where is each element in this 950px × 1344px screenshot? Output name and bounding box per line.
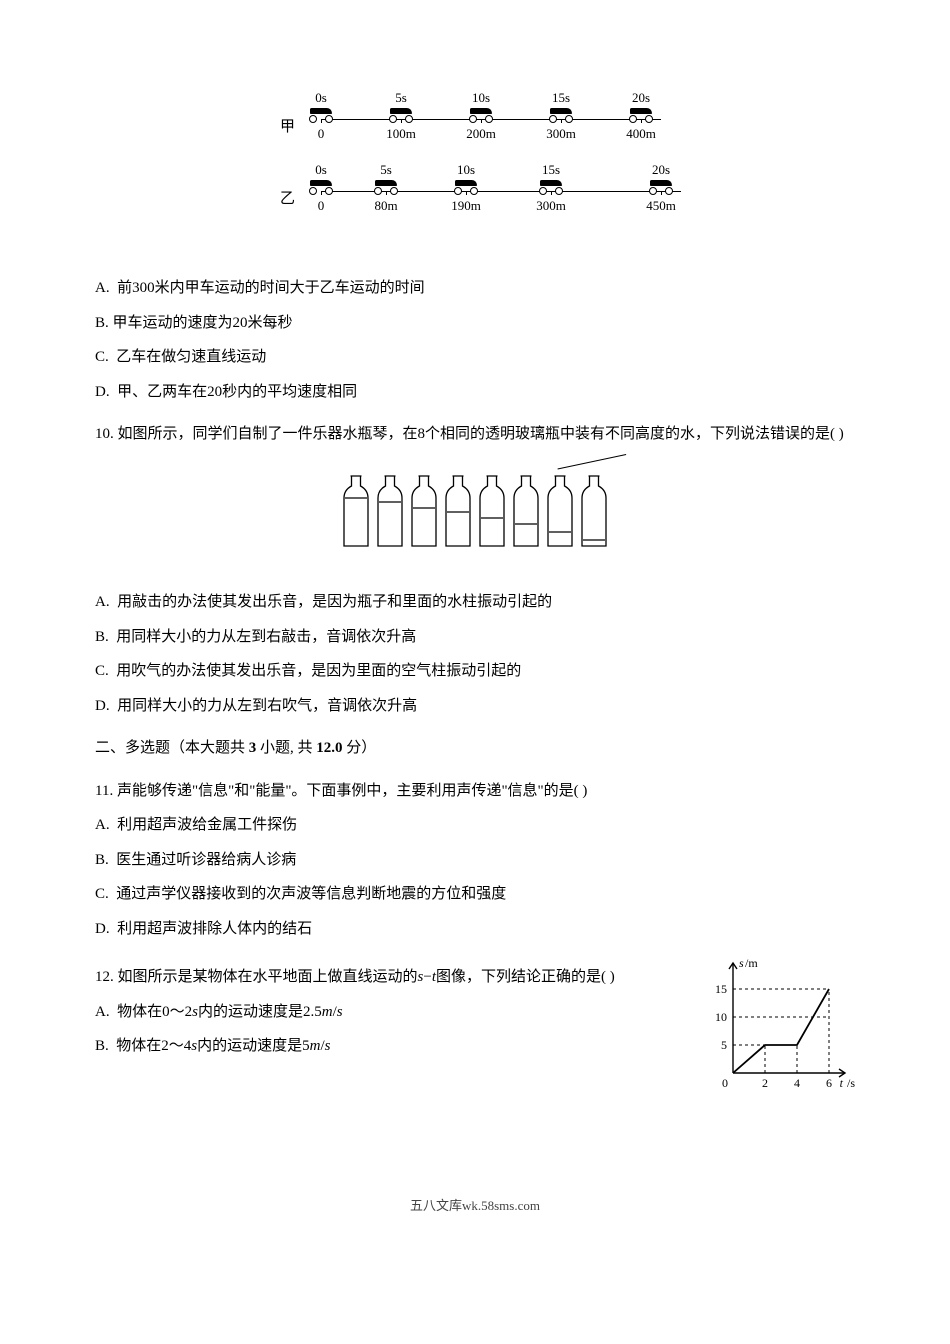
bottle xyxy=(478,474,506,548)
q11-option-B: B. 医生通过听诊器给病人诊病 xyxy=(95,846,855,875)
svg-text:5: 5 xyxy=(721,1038,727,1052)
q9-diagram: 甲0s05s100m10s200m15s300m20s400m乙0s05s80m… xyxy=(95,100,855,244)
q9-option-A-text: 前300米内甲车运动的时间大于乙车运动的时间 xyxy=(117,280,425,296)
q10-option-D: D. 用同样大小的力从左到右吹气，音调依次升高 xyxy=(95,692,855,721)
svg-text:10: 10 xyxy=(715,1010,727,1024)
q9-option-D: D. 甲、乙两车在20秒内的平均速度相同 xyxy=(95,378,855,407)
svg-text:/s: /s xyxy=(847,1076,855,1090)
q9-option-C-text: 乙车在做匀速直线运动 xyxy=(116,349,266,365)
q10-option-C-text: 用吹气的办法使其发出乐音，是因为里面的空气柱振动引起的 xyxy=(116,663,521,679)
q11-option-C: C. 通过声学仪器接收到的次声波等信息判断地震的方位和强度 xyxy=(95,880,855,909)
q10-diagram xyxy=(95,474,855,559)
q10-option-B: B. 用同样大小的力从左到右敲击，音调依次升高 xyxy=(95,623,855,652)
svg-text:15: 15 xyxy=(715,982,727,996)
q10-stem: 10. 如图所示，同学们自制了一件乐器水瓶琴，在8个相同的透明玻璃瓶中装有不同高… xyxy=(95,420,855,449)
q11-option-D: D. 利用超声波排除人体内的结石 xyxy=(95,915,855,944)
svg-text:s: s xyxy=(739,956,744,970)
q12-option-A: A. 物体在0～2s内的运动速度是2.5m/s xyxy=(95,998,685,1027)
q12-stem-b: 图像，下列结论正确的是( ) xyxy=(436,969,615,985)
q11-option-B-text: 医生通过听诊器给病人诊病 xyxy=(116,852,296,868)
q9-option-B: B. 甲车运动的速度为20米每秒 xyxy=(95,309,855,338)
svg-text:6: 6 xyxy=(826,1076,832,1090)
q9-option-B-text: 甲车运动的速度为20米每秒 xyxy=(113,315,293,331)
q12-block: 12. 如图所示是某物体在水平地面上做直线运动的s−t图像，下列结论正确的是( … xyxy=(95,949,855,1104)
svg-text:t: t xyxy=(840,1076,844,1090)
svg-text:4: 4 xyxy=(794,1076,800,1090)
svg-text:2: 2 xyxy=(762,1076,768,1090)
q9-option-C: C. 乙车在做匀速直线运动 xyxy=(95,343,855,372)
q12-stem-a: 12. 如图所示是某物体在水平地面上做直线运动的 xyxy=(95,969,418,985)
svg-text:0: 0 xyxy=(722,1076,728,1090)
q11-stem: 11. 声能够传递"信息"和"能量"。下面事例中，主要利用声传递"信息"的是( … xyxy=(95,777,855,806)
q10-option-C: C. 用吹气的办法使其发出乐音，是因为里面的空气柱振动引起的 xyxy=(95,657,855,686)
q11-option-C-text: 通过声学仪器接收到的次声波等信息判断地震的方位和强度 xyxy=(116,886,506,902)
q10-option-D-text: 用同样大小的力从左到右吹气，音调依次升高 xyxy=(117,698,417,714)
stick-icon xyxy=(558,454,633,499)
q11-option-A: A. 利用超声波给金属工件探伤 xyxy=(95,811,855,840)
q10-option-A-text: 用敲击的办法使其发出乐音，是因为瓶子和里面的水柱振动引起的 xyxy=(117,594,552,610)
svg-text:/m: /m xyxy=(745,956,758,970)
q12-stem: 12. 如图所示是某物体在水平地面上做直线运动的s−t图像，下列结论正确的是( … xyxy=(95,963,685,992)
q10-option-A: A. 用敲击的办法使其发出乐音，是因为瓶子和里面的水柱振动引起的 xyxy=(95,588,855,617)
q12-option-B: B. 物体在2～4s内的运动速度是5m/s xyxy=(95,1032,685,1061)
bottle xyxy=(342,474,370,548)
bottle xyxy=(444,474,472,548)
q9-option-A: A. 前300米内甲车运动的时间大于乙车运动的时间 xyxy=(95,274,855,303)
bottle xyxy=(410,474,438,548)
footer: 五八文库wk.58sms.com xyxy=(95,1194,855,1219)
q12-graph: s/m t/s 0 5 10 15 2 4 6 xyxy=(705,953,855,1104)
q9-option-D-text: 甲、乙两车在20秒内的平均速度相同 xyxy=(117,384,357,400)
q11-option-D-text: 利用超声波排除人体内的结石 xyxy=(117,921,312,937)
q11-option-A-text: 利用超声波给金属工件探伤 xyxy=(117,817,297,833)
page: 甲0s05s100m10s200m15s300m20s400m乙0s05s80m… xyxy=(0,0,950,1258)
q10-option-B-text: 用同样大小的力从左到右敲击，音调依次升高 xyxy=(116,629,416,645)
bottle xyxy=(376,474,404,548)
bottle xyxy=(512,474,540,548)
section-2-heading: 二、多选题（本大题共 3 小题, 共 12.0 分） xyxy=(95,734,855,763)
